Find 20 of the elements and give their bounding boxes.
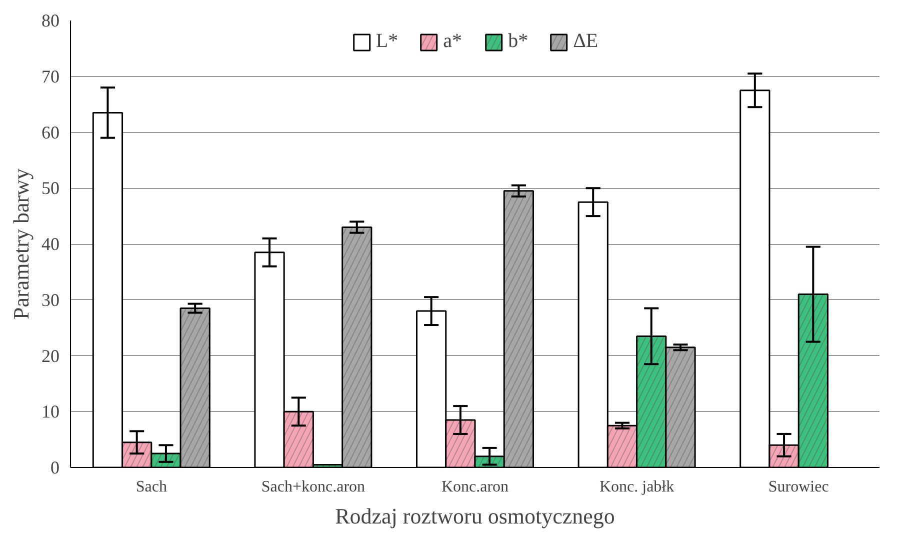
y-tick-label: 0 — [50, 458, 60, 478]
legend-label: ΔE — [573, 30, 598, 53]
y-tick-label: 20 — [42, 346, 60, 366]
y-tick-label: 60 — [42, 122, 60, 142]
x-tick-label: Konc. jabłk — [599, 478, 674, 496]
x-axis-title: Rodzaj roztworu osmotycznego — [335, 504, 615, 528]
y-tick-label: 70 — [42, 66, 60, 86]
x-tick-label: Sach — [136, 478, 167, 496]
y-tick-label: 40 — [42, 234, 60, 254]
legend-label: b* — [508, 30, 528, 53]
y-tick-label: 80 — [42, 10, 60, 30]
y-axis-title: Parametry barwy — [8, 168, 34, 320]
x-tick-label: Konc.aron — [441, 478, 509, 496]
x-tick-label: Surowiec — [768, 478, 829, 496]
x-tick-label: Sach+konc.aron — [261, 478, 366, 496]
y-tick-label: 50 — [42, 178, 60, 198]
legend-label: a* — [443, 30, 463, 53]
y-tick-label: 10 — [42, 402, 60, 422]
legend-label: L* — [376, 30, 398, 53]
y-tick-label: 30 — [42, 290, 60, 310]
